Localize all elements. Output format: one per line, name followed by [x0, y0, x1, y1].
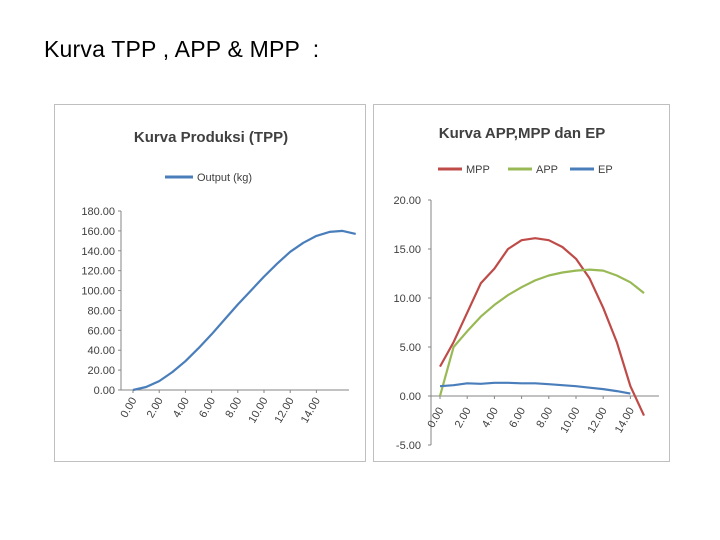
y-tick-label: 140.00	[81, 246, 115, 258]
app-mpp-ep-chart-panel: Kurva APP,MPP dan EP MPP APP EP -5.00 0.00 5.0…	[373, 104, 670, 462]
y-tick-label: 5.00	[400, 342, 421, 354]
x-tick-label: 8.00	[223, 396, 244, 421]
y-tick-label: 60.00	[87, 325, 115, 337]
x-tick-label: 12.00	[586, 406, 610, 436]
y-tick-label: 80.00	[87, 305, 115, 317]
legend-label-output: Output (kg)	[197, 172, 252, 184]
y-tick-label: 120.00	[81, 266, 115, 278]
y-tick-label: 10.00	[393, 293, 421, 305]
series-line-output	[132, 229, 356, 392]
x-tick-label: 4.00	[480, 406, 501, 431]
x-tick-label: 2.00	[145, 396, 166, 421]
x-tick-label: 10.00	[246, 396, 270, 426]
y-tick-label: 0.00	[400, 391, 421, 403]
y-tick-label: 20.00	[393, 195, 421, 207]
tpp-chart-panel: Kurva Produksi (TPP) Output (kg) 0.00 20.00…	[54, 104, 366, 462]
y-tick-label: 180.00	[81, 206, 115, 218]
series-line-ep	[439, 381, 631, 395]
x-tick-label: 2.00	[453, 406, 474, 431]
y-tick-label: 0.00	[94, 385, 115, 397]
x-tick-label: 0.00	[425, 406, 446, 431]
x-tick-label: 10.00	[558, 406, 582, 436]
app-mpp-ep-chart-title: Kurva APP,MPP dan EP	[439, 125, 605, 142]
app-mpp-ep-chart: Kurva APP,MPP dan EP MPP APP EP -5.00 0.00 5.0…	[393, 125, 659, 452]
x-tick-label: 14.00	[299, 396, 323, 426]
x-tick-label: 0.00	[118, 396, 139, 421]
y-tick-label: 160.00	[81, 226, 115, 238]
y-tick-label: 20.00	[87, 365, 115, 377]
legend-label-app: APP	[536, 164, 558, 176]
x-tick-label: 14.00	[613, 406, 637, 436]
legend-label-ep: EP	[598, 164, 613, 176]
legend-label-mpp: MPP	[466, 164, 490, 176]
slide-title: Kurva TPP , APP & MPP :	[44, 36, 320, 62]
series-line-mpp	[439, 237, 645, 417]
x-tick-label: 4.00	[171, 396, 192, 421]
x-tick-label: 8.00	[534, 406, 555, 431]
y-tick-label: -5.00	[396, 440, 421, 452]
y-tick-label: 15.00	[393, 244, 421, 256]
series-line-app	[438, 268, 645, 397]
x-tick-label: 6.00	[197, 396, 218, 421]
tpp-chart-title: Kurva Produksi (TPP)	[134, 129, 288, 146]
x-tick-label: 6.00	[507, 406, 528, 431]
y-tick-label: 100.00	[81, 286, 115, 298]
y-tick-label: 40.00	[87, 345, 115, 357]
x-tick-label: 12.00	[273, 396, 297, 426]
tpp-chart: Kurva Produksi (TPP) Output (kg) 0.00 20.00…	[81, 129, 356, 426]
